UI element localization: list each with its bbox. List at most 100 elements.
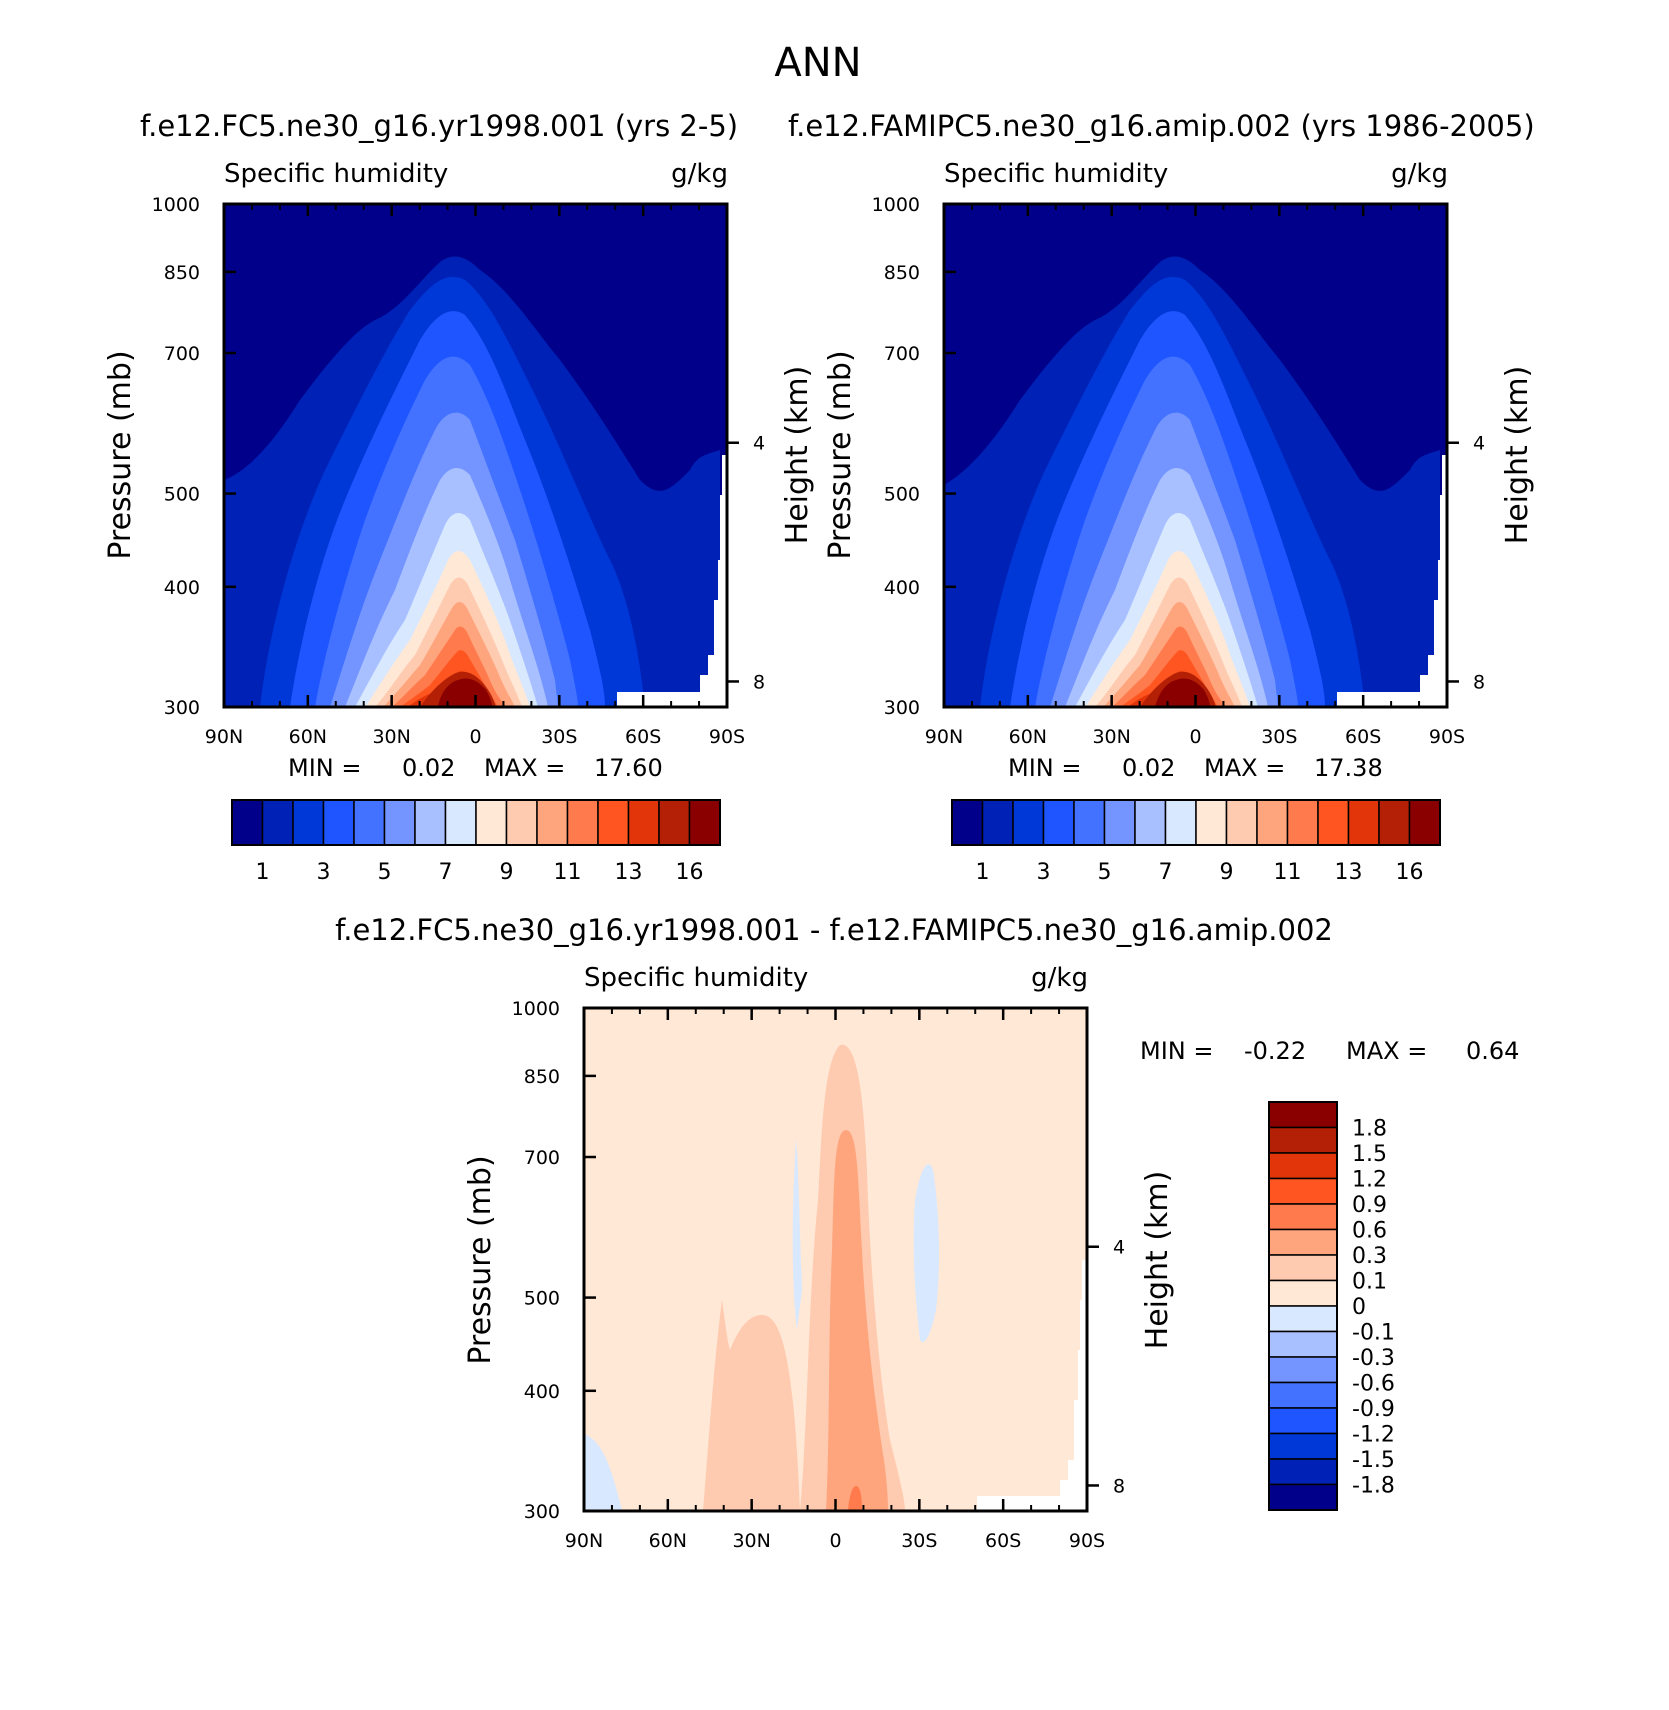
colorbar-label: -0.1 [1352, 1321, 1395, 1346]
min-value-2: 0.02 [1122, 754, 1175, 782]
colorbar-swatch [1073, 799, 1106, 846]
panel-1: f.e12.FC5.ne30_g16.yr1998.001 (yrs 2-5) … [103, 109, 815, 885]
colorbar-swatch [383, 799, 416, 846]
colorbar-swatch [1268, 1228, 1338, 1256]
colorbar-label: 5 [378, 860, 392, 885]
colorbar-swatch [1012, 799, 1045, 846]
y-axis-title-2: Pressure (mb) [823, 350, 858, 559]
max-label-1: MAX = [484, 754, 565, 782]
y-tick-label: 300 [884, 697, 920, 719]
colorbar-label: -1.2 [1352, 1423, 1395, 1448]
humidity-contours-1 [224, 256, 720, 707]
colorbar-frame [231, 799, 721, 846]
colorbar-label: -1.5 [1352, 1448, 1395, 1473]
contour-band-15 [438, 678, 492, 707]
contour-band-positive-4 [848, 1486, 862, 1511]
colorbar-swatch [1225, 799, 1258, 846]
x-tick-label: 0 [829, 1530, 841, 1552]
colorbar-label: 1 [256, 860, 270, 885]
colorbar-swatch [1268, 1483, 1338, 1511]
difference-contours-3 [584, 1044, 1025, 1511]
max-value-3: 0.64 [1466, 1037, 1519, 1065]
y-axis-title-1: Pressure (mb) [103, 350, 138, 559]
colorbar-label: 16 [676, 860, 704, 885]
y-axis-right-title-3: Height (km) [1140, 1171, 1175, 1350]
colorbar-label: 13 [615, 860, 643, 885]
colorbar-swatch [1268, 1203, 1338, 1231]
colorbar-swatch [951, 799, 984, 846]
humidity-contours-2 [944, 256, 1440, 707]
colorbar-swatch [414, 799, 447, 846]
x-tick-label: 30S [541, 726, 577, 748]
case-title-3: f.e12.FC5.ne30_g16.yr1998.001 - f.e12.FA… [335, 913, 1333, 947]
min-label-3: MIN = [1140, 1037, 1213, 1065]
colorbar-frame [951, 799, 1441, 846]
y-axis-right-title-1: Height (km) [780, 366, 815, 545]
x-tick-label: 60S [985, 1530, 1021, 1552]
case-title-2: f.e12.FAMIPC5.ne30_g16.amip.002 (yrs 198… [788, 109, 1535, 143]
colorbar-swatch [1268, 1432, 1338, 1460]
x-tick-label: 30S [901, 1530, 937, 1552]
y-tick-label: 1000 [872, 194, 920, 216]
y-tick-label: 400 [164, 577, 200, 599]
y-tick-label: 850 [524, 1066, 560, 1088]
x-tick-label: 90S [709, 726, 745, 748]
y-tick-label: 700 [884, 343, 920, 365]
colorbar-swatch [627, 799, 660, 846]
x-tick-label: 60N [289, 726, 327, 748]
min-label-2: MIN = [1008, 754, 1081, 782]
colorbar-label: 0 [1352, 1295, 1366, 1320]
units-label-2: g/kg [1391, 159, 1448, 189]
colorbar-swatch [1268, 1381, 1338, 1409]
x-tick-label: 30N [372, 726, 410, 748]
colorbar-1: 1 3 5 7 9 11 13 16 [231, 799, 721, 885]
max-value-1: 17.60 [594, 754, 663, 782]
missing-data-1 [617, 455, 727, 707]
x-tick-label: 0 [1189, 726, 1201, 748]
height-tick-label: 8 [1473, 671, 1485, 693]
colorbar-3: 1.81.51.20.90.60.30.10-0.1-0.3-0.6-0.9-1… [1268, 1101, 1395, 1511]
contour-band-negative-1 [792, 1140, 802, 1330]
contour-band-negative-2 [913, 1164, 940, 1342]
y-tick-label: 1000 [512, 998, 560, 1020]
axes-1: 90N 60N 30N 0 30S 60S 90S 300 400 500 700 850 1000 8 4 [152, 194, 765, 748]
colorbar-swatch [505, 799, 538, 846]
colorbar-swatch [231, 799, 264, 846]
y-tick-label: 400 [884, 577, 920, 599]
colorbar-label: 1.2 [1352, 1168, 1387, 1193]
height-tick-label: 4 [1473, 433, 1485, 455]
y-tick-label: 1000 [152, 194, 200, 216]
y-tick-label: 850 [164, 262, 200, 284]
colorbar-label: 5 [1098, 860, 1112, 885]
colorbar-swatch [597, 799, 630, 846]
colorbar-label: 3 [1037, 860, 1051, 885]
colorbar-swatch [1268, 1177, 1338, 1205]
colorbar-swatch [475, 799, 508, 846]
colorbar-label: 11 [1274, 860, 1302, 885]
axes-2: 90N 60N 30N 0 30S 60S 90S 300 400 500 700 850 1000 8 4 [872, 194, 1485, 748]
colorbar-label: 0.3 [1352, 1244, 1387, 1269]
colorbar-swatch [536, 799, 569, 846]
colorbar-label: 1.8 [1352, 1117, 1387, 1142]
colorbar-swatch [1378, 799, 1411, 846]
colorbar-swatch [1268, 1356, 1338, 1384]
colorbar-swatch [1408, 799, 1441, 846]
colorbar-swatch [1268, 1279, 1338, 1307]
height-tick-label: 8 [1113, 1475, 1125, 1497]
colorbar-label: 7 [1159, 860, 1173, 885]
height-tick-label: 8 [753, 671, 765, 693]
x-tick-label: 30N [1092, 726, 1130, 748]
missing-data-2 [1337, 455, 1447, 707]
colorbar-label: 9 [1220, 860, 1234, 885]
panel-2: f.e12.FAMIPC5.ne30_g16.amip.002 (yrs 198… [788, 109, 1535, 885]
colorbar-swatch [322, 799, 355, 846]
colorbar-label: 11 [554, 860, 582, 885]
colorbar-swatch [1317, 799, 1350, 846]
colorbar-swatch [444, 799, 477, 846]
x-tick-label: 30N [732, 1530, 770, 1552]
colorbar-swatch [1042, 799, 1075, 846]
field-label-1: Specific humidity [224, 159, 448, 189]
y-tick-label: 300 [164, 697, 200, 719]
colorbar-swatch [1164, 799, 1197, 846]
